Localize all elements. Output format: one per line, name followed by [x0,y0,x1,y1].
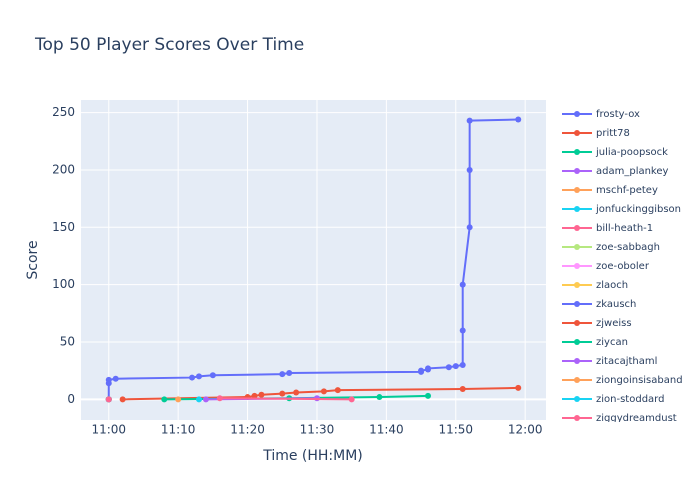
x-tick-label: 11:10 [161,423,196,437]
data-point [112,375,119,382]
series-line [219,397,352,401]
legend-label: ziongoinsisaband [596,375,683,386]
data-point [459,386,466,393]
legend-label: mschf-petey [596,185,658,196]
legend-marker [574,225,580,231]
data-point [452,363,459,370]
legend-marker [574,377,580,383]
y-tick-label: 50 [60,335,75,349]
legend-marker [574,263,580,269]
legend-marker [574,396,580,402]
legend-label: pritt78 [596,128,630,139]
data-point [418,367,425,374]
legend-marker [574,320,580,326]
legend-label: zlaoch [596,280,628,291]
legend-label: zitacajthaml [596,356,657,367]
legend-label: frosty-ox [596,109,640,120]
legend-label: zion-stoddard [596,394,664,405]
data-point [258,391,265,398]
data-point [515,116,522,123]
y-tick-label: 0 [67,392,75,406]
data-point [459,361,466,368]
data-point [175,396,182,403]
data-point [195,373,202,380]
data-point [466,224,473,231]
data-point [515,384,522,391]
data-point [425,392,432,399]
legend-marker [574,168,580,174]
legend-label: jonfuckinggibson [595,204,681,215]
legend-marker [574,187,580,193]
y-tick-label: 200 [52,162,75,176]
legend-marker [574,358,580,364]
data-point [161,396,168,403]
data-point [105,376,112,383]
data-point [286,369,293,376]
x-tick-label: 11:20 [230,423,265,437]
data-point [425,365,432,372]
data-point [105,396,112,403]
data-point [279,371,286,378]
legend-marker [574,339,580,345]
data-point [119,396,126,403]
x-axis-title: Time (HH:MM) [262,448,363,464]
legend-marker [574,206,580,212]
legend-marker [574,130,580,136]
series-line [122,386,519,401]
data-point [202,396,209,403]
data-point [459,327,466,334]
legend-marker [574,149,580,155]
legend-marker [574,282,580,288]
y-axis-title: Score [25,240,41,279]
data-point [334,387,341,394]
data-point [459,281,466,288]
legend-label: zoe-oboler [596,261,650,272]
data-point [293,389,300,396]
legend-label: ziggydreamdust [596,413,677,424]
data-point [279,390,286,397]
x-tick-label: 11:40 [369,423,404,437]
data-point [348,396,355,403]
data-point [209,372,216,379]
legend-marker [574,415,580,421]
legend-label: bill-heath-1 [596,223,653,234]
data-point [195,396,202,403]
chart-title: Top 50 Player Scores Over Time [34,35,304,55]
x-tick-label: 11:00 [91,423,126,437]
data-point [376,394,383,401]
data-point [251,392,258,399]
legend-marker [574,111,580,117]
x-tick-label: 12:00 [508,423,543,437]
legend-label: adam_plankey [596,166,669,177]
data-point [189,374,196,381]
data-point [320,388,327,395]
data-point [466,166,473,173]
y-tick-label: 250 [52,105,75,119]
legend-label: ziycan [596,337,628,348]
legend-marker [574,244,580,250]
y-tick-label: 100 [52,277,75,291]
x-tick-label: 11:50 [438,423,473,437]
legend-label: zjweiss [596,318,632,329]
legend-label: julia-poopsock [595,147,668,158]
legend-label: zkausch [596,299,636,310]
data-point [445,364,452,371]
plot-area [81,100,546,420]
series-line [107,118,519,400]
y-tick-label: 150 [52,220,75,234]
data-point [466,117,473,124]
x-tick-label: 11:30 [300,423,335,437]
legend-marker [574,301,580,307]
legend-label: zoe-sabbagh [596,242,660,253]
data-point [216,395,223,402]
